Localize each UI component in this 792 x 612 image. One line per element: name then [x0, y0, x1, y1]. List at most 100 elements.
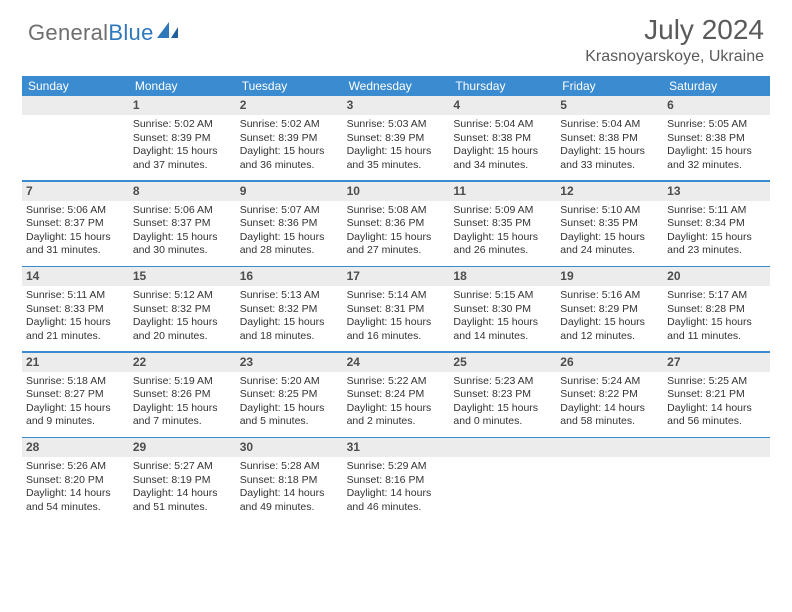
daylight-text: Daylight: 15 hours and 12 minutes.: [560, 316, 659, 343]
sunset-text: Sunset: 8:26 PM: [133, 388, 232, 401]
sunset-text: Sunset: 8:18 PM: [240, 474, 339, 487]
daylight-text: Daylight: 15 hours and 9 minutes.: [26, 402, 125, 429]
sunrise-text: Sunrise: 5:05 AM: [667, 118, 766, 131]
daylight-text: Daylight: 15 hours and 28 minutes.: [240, 231, 339, 258]
day-cell: 20Sunrise: 5:17 AMSunset: 8:28 PMDayligh…: [663, 267, 770, 351]
day-number: 1: [129, 96, 236, 115]
day-cell: 1Sunrise: 5:02 AMSunset: 8:39 PMDaylight…: [129, 96, 236, 180]
day-number-empty: [22, 96, 129, 115]
day-number: 4: [449, 96, 556, 115]
sunrise-text: Sunrise: 5:07 AM: [240, 204, 339, 217]
sunrise-text: Sunrise: 5:11 AM: [667, 204, 766, 217]
day-cell: 9Sunrise: 5:07 AMSunset: 8:36 PMDaylight…: [236, 182, 343, 266]
day-cell: 5Sunrise: 5:04 AMSunset: 8:38 PMDaylight…: [556, 96, 663, 180]
page-title: July 2024: [585, 14, 764, 46]
weekday-header-row: Sunday Monday Tuesday Wednesday Thursday…: [22, 76, 770, 96]
day-cell: 4Sunrise: 5:04 AMSunset: 8:38 PMDaylight…: [449, 96, 556, 180]
sunset-text: Sunset: 8:29 PM: [560, 303, 659, 316]
sail-icon: [154, 20, 182, 46]
sunset-text: Sunset: 8:16 PM: [347, 474, 446, 487]
sunset-text: Sunset: 8:21 PM: [667, 388, 766, 401]
daylight-text: Daylight: 15 hours and 18 minutes.: [240, 316, 339, 343]
day-cell: 16Sunrise: 5:13 AMSunset: 8:32 PMDayligh…: [236, 267, 343, 351]
sunset-text: Sunset: 8:25 PM: [240, 388, 339, 401]
sunrise-text: Sunrise: 5:12 AM: [133, 289, 232, 302]
sunset-text: Sunset: 8:22 PM: [560, 388, 659, 401]
sunrise-text: Sunrise: 5:02 AM: [240, 118, 339, 131]
day-cell: 11Sunrise: 5:09 AMSunset: 8:35 PMDayligh…: [449, 182, 556, 266]
sunset-text: Sunset: 8:27 PM: [26, 388, 125, 401]
day-cell: 8Sunrise: 5:06 AMSunset: 8:37 PMDaylight…: [129, 182, 236, 266]
daylight-text: Daylight: 15 hours and 11 minutes.: [667, 316, 766, 343]
sunrise-text: Sunrise: 5:08 AM: [347, 204, 446, 217]
daylight-text: Daylight: 14 hours and 58 minutes.: [560, 402, 659, 429]
day-number: 7: [22, 182, 129, 201]
sunrise-text: Sunrise: 5:28 AM: [240, 460, 339, 473]
day-cell: 23Sunrise: 5:20 AMSunset: 8:25 PMDayligh…: [236, 353, 343, 437]
sunset-text: Sunset: 8:37 PM: [133, 217, 232, 230]
day-cell: 14Sunrise: 5:11 AMSunset: 8:33 PMDayligh…: [22, 267, 129, 351]
day-cell: 30Sunrise: 5:28 AMSunset: 8:18 PMDayligh…: [236, 438, 343, 522]
daylight-text: Daylight: 15 hours and 31 minutes.: [26, 231, 125, 258]
daylight-text: Daylight: 15 hours and 26 minutes.: [453, 231, 552, 258]
sunset-text: Sunset: 8:38 PM: [667, 132, 766, 145]
day-cell: 15Sunrise: 5:12 AMSunset: 8:32 PMDayligh…: [129, 267, 236, 351]
sunset-text: Sunset: 8:35 PM: [453, 217, 552, 230]
sunset-text: Sunset: 8:38 PM: [453, 132, 552, 145]
day-cell: 24Sunrise: 5:22 AMSunset: 8:24 PMDayligh…: [343, 353, 450, 437]
daylight-text: Daylight: 15 hours and 35 minutes.: [347, 145, 446, 172]
day-cell: 31Sunrise: 5:29 AMSunset: 8:16 PMDayligh…: [343, 438, 450, 522]
week-row: 28Sunrise: 5:26 AMSunset: 8:20 PMDayligh…: [22, 438, 770, 522]
sunrise-text: Sunrise: 5:29 AM: [347, 460, 446, 473]
daylight-text: Daylight: 14 hours and 51 minutes.: [133, 487, 232, 514]
weekday-header: Tuesday: [236, 76, 343, 96]
day-number: 9: [236, 182, 343, 201]
sunrise-text: Sunrise: 5:06 AM: [133, 204, 232, 217]
daylight-text: Daylight: 15 hours and 24 minutes.: [560, 231, 659, 258]
daylight-text: Daylight: 15 hours and 27 minutes.: [347, 231, 446, 258]
daylight-text: Daylight: 15 hours and 37 minutes.: [133, 145, 232, 172]
daylight-text: Daylight: 14 hours and 46 minutes.: [347, 487, 446, 514]
week-row: 21Sunrise: 5:18 AMSunset: 8:27 PMDayligh…: [22, 353, 770, 437]
sunset-text: Sunset: 8:30 PM: [453, 303, 552, 316]
sunrise-text: Sunrise: 5:27 AM: [133, 460, 232, 473]
sunrise-text: Sunrise: 5:18 AM: [26, 375, 125, 388]
sunrise-text: Sunrise: 5:04 AM: [560, 118, 659, 131]
day-number: 21: [22, 353, 129, 372]
daylight-text: Daylight: 15 hours and 32 minutes.: [667, 145, 766, 172]
sunrise-text: Sunrise: 5:25 AM: [667, 375, 766, 388]
daylight-text: Daylight: 15 hours and 2 minutes.: [347, 402, 446, 429]
sunrise-text: Sunrise: 5:06 AM: [26, 204, 125, 217]
sunset-text: Sunset: 8:20 PM: [26, 474, 125, 487]
title-block: July 2024 Krasnoyarskoye, Ukraine: [585, 14, 764, 66]
daylight-text: Daylight: 14 hours and 54 minutes.: [26, 487, 125, 514]
sunrise-text: Sunrise: 5:19 AM: [133, 375, 232, 388]
day-number: 8: [129, 182, 236, 201]
day-number: 24: [343, 353, 450, 372]
day-number: 23: [236, 353, 343, 372]
daylight-text: Daylight: 14 hours and 49 minutes.: [240, 487, 339, 514]
sunset-text: Sunset: 8:34 PM: [667, 217, 766, 230]
day-cell: 28Sunrise: 5:26 AMSunset: 8:20 PMDayligh…: [22, 438, 129, 522]
sunrise-text: Sunrise: 5:24 AM: [560, 375, 659, 388]
daylight-text: Daylight: 14 hours and 56 minutes.: [667, 402, 766, 429]
weekday-header: Saturday: [663, 76, 770, 96]
day-cell: 22Sunrise: 5:19 AMSunset: 8:26 PMDayligh…: [129, 353, 236, 437]
day-cell: [556, 438, 663, 522]
sunrise-text: Sunrise: 5:17 AM: [667, 289, 766, 302]
day-number: 17: [343, 267, 450, 286]
day-number: 15: [129, 267, 236, 286]
sunset-text: Sunset: 8:39 PM: [133, 132, 232, 145]
daylight-text: Daylight: 15 hours and 36 minutes.: [240, 145, 339, 172]
day-number: 25: [449, 353, 556, 372]
sunrise-text: Sunrise: 5:14 AM: [347, 289, 446, 302]
sunset-text: Sunset: 8:23 PM: [453, 388, 552, 401]
daylight-text: Daylight: 15 hours and 33 minutes.: [560, 145, 659, 172]
day-cell: 6Sunrise: 5:05 AMSunset: 8:38 PMDaylight…: [663, 96, 770, 180]
brand-part2: Blue: [108, 20, 153, 46]
sunrise-text: Sunrise: 5:26 AM: [26, 460, 125, 473]
day-cell: 3Sunrise: 5:03 AMSunset: 8:39 PMDaylight…: [343, 96, 450, 180]
day-number-empty: [663, 438, 770, 457]
weekday-header: Monday: [129, 76, 236, 96]
sunrise-text: Sunrise: 5:20 AM: [240, 375, 339, 388]
